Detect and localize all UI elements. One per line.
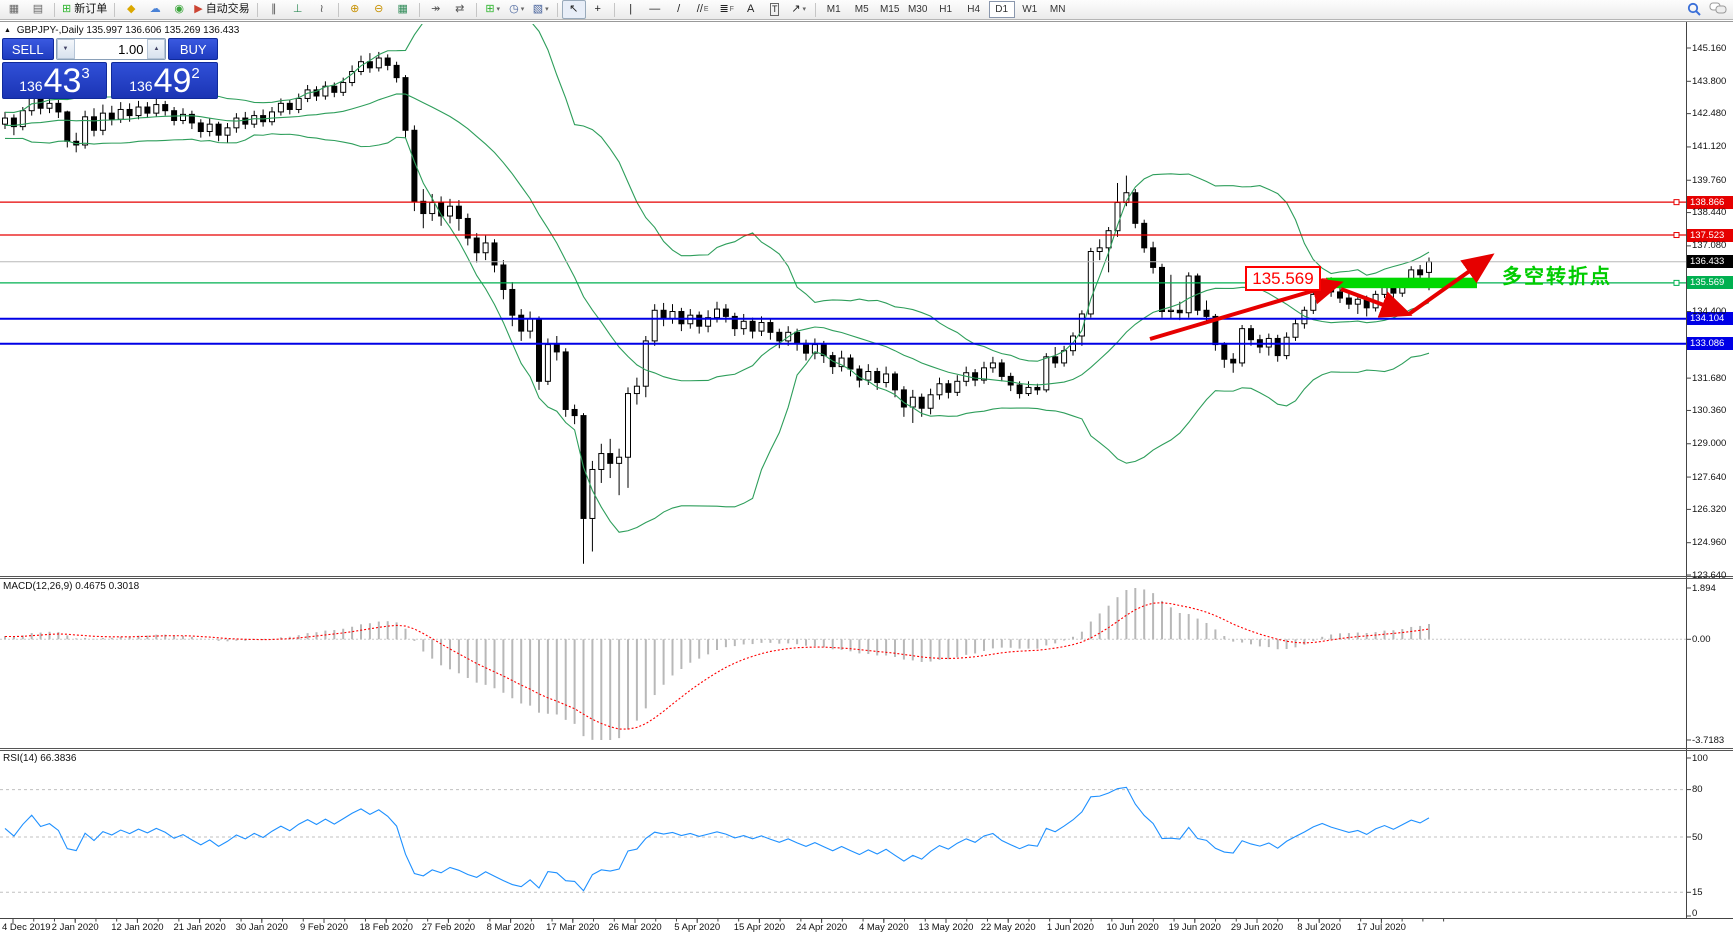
periods-icon[interactable]: ◷ ▾ [509,3,525,15]
bars-chart-icon[interactable]: ∥ [270,3,277,15]
sell-price-pips: 43 [43,62,82,100]
auto-scroll-icon[interactable]: ↠ [431,3,441,15]
timeframe-button-m5[interactable]: M5 [854,4,869,15]
volume-input[interactable] [74,39,148,59]
vertical-line-icon[interactable]: | [629,3,633,15]
toolbar-separator [337,2,339,17]
channel-icon[interactable]: //E [696,3,709,15]
toolbar-separator [418,2,420,17]
indicators-icon[interactable]: ⊞ ▾ [485,3,501,15]
volume-increase-button[interactable]: ▲ [147,39,166,59]
chart-ohlc-values: 135.997 136.606 135.269 136.433 [86,25,240,36]
candles-chart-icon[interactable]: ⊥ [292,3,303,15]
toolbar-separator [256,2,258,17]
rsi-label: RSI(14) 66.3836 [3,753,77,764]
sell-price-point: 3 [81,65,90,82]
macd-label: MACD(12,26,9) 0.4675 0.3018 [3,581,140,592]
new-chart-icon[interactable]: ▦ [8,3,20,15]
crosshair-icon[interactable]: + [594,3,601,15]
fibonacci-icon[interactable]: ≣ F [719,3,734,15]
text-icon[interactable]: A [747,3,755,15]
timeframe-button-mn[interactable]: MN [1049,4,1066,15]
zoom-out-icon[interactable]: ⊖ [374,3,384,15]
signals-icon[interactable]: ◉ [174,3,185,15]
tile-windows-icon[interactable]: ▦ [397,3,408,15]
chart-shift-icon[interactable]: ⇄ [455,3,465,15]
text-label-icon[interactable]: T [769,3,780,16]
sell-price-base: 136 [19,78,43,94]
chart-title: ▲ GBPJPY-,Daily 135.997 136.606 135.269 … [4,25,239,36]
toolbar-separator [613,2,615,17]
turning-point-text[interactable]: 多空转折点 [1502,266,1612,288]
timeframe-button-w1[interactable]: W1 [1022,4,1038,15]
timeframe-button-m15[interactable]: M15 [879,4,900,15]
buy-price-base: 136 [129,78,153,94]
price-callout-label[interactable]: 135.569 [1245,266,1321,291]
chart-symbol-period: GBPJPY-,Daily [16,25,84,36]
chat-icon[interactable] [1709,2,1727,21]
timeframe-button-h1[interactable]: H1 [939,4,953,15]
buy-button[interactable]: BUY [168,38,218,60]
toolbar-separator [114,2,116,17]
sell-button[interactable]: SELL [2,38,54,60]
quotes-window-icon[interactable]: ◆ [126,3,136,15]
search-icon[interactable] [1687,2,1701,21]
chart-collapse-icon[interactable]: ▲ [4,27,11,34]
profiles-icon[interactable]: ▤ [32,3,44,15]
sell-price-display[interactable]: 136 43 3 [2,62,107,99]
buy-price-pips: 49 [153,62,192,100]
cursor-icon[interactable]: ↖ [561,0,586,19]
market-watch-icon[interactable]: ☁ [149,3,161,15]
timeframe-button-h4[interactable]: H4 [967,4,981,15]
timeframe-button-m1[interactable]: M1 [826,4,841,15]
zoom-in-icon[interactable]: ⊕ [350,3,360,15]
timeframe-button-m30[interactable]: M30 [907,4,928,15]
new-order-button[interactable]: ⊞ 新订单 [62,3,108,15]
chart-window[interactable] [0,21,1733,942]
timeframe-button-d1[interactable]: D1 [988,1,1015,18]
toolbar-separator [556,2,558,17]
volume-stepper: ▼ ▲ [55,38,167,60]
templates-icon[interactable]: ▧ ▾ [532,3,549,15]
main-toolbar: ▦ ▤ ⊞ 新订单 ◆ ☁ ◉ ▶ 自动交易 ∥ ⊥ ≀ ⊕ ⊖ ▦ ↠ ⇄ ⊞ ▾ ◷ ▾ ▧ ▾ ↖ + | — / //E ≣ F A T… [0,0,1733,20]
horizontal-line-icon[interactable]: — [649,3,661,15]
buy-price-point: 2 [191,65,200,82]
volume-decrease-button[interactable]: ▼ [56,39,75,59]
trendline-icon[interactable]: / [677,3,681,15]
one-click-trading-panel: SELL ▼ ▲ BUY 136 43 3 136 49 2 [2,38,218,99]
toolbar-separator [54,2,55,17]
toolbar-separator [475,2,477,17]
autotrading-button[interactable]: ▶ 自动交易 [194,3,250,15]
line-chart-icon[interactable]: ≀ [319,3,324,15]
arrows-icon[interactable]: ↗ ▾ [791,3,807,15]
buy-price-display[interactable]: 136 49 2 [111,62,218,99]
